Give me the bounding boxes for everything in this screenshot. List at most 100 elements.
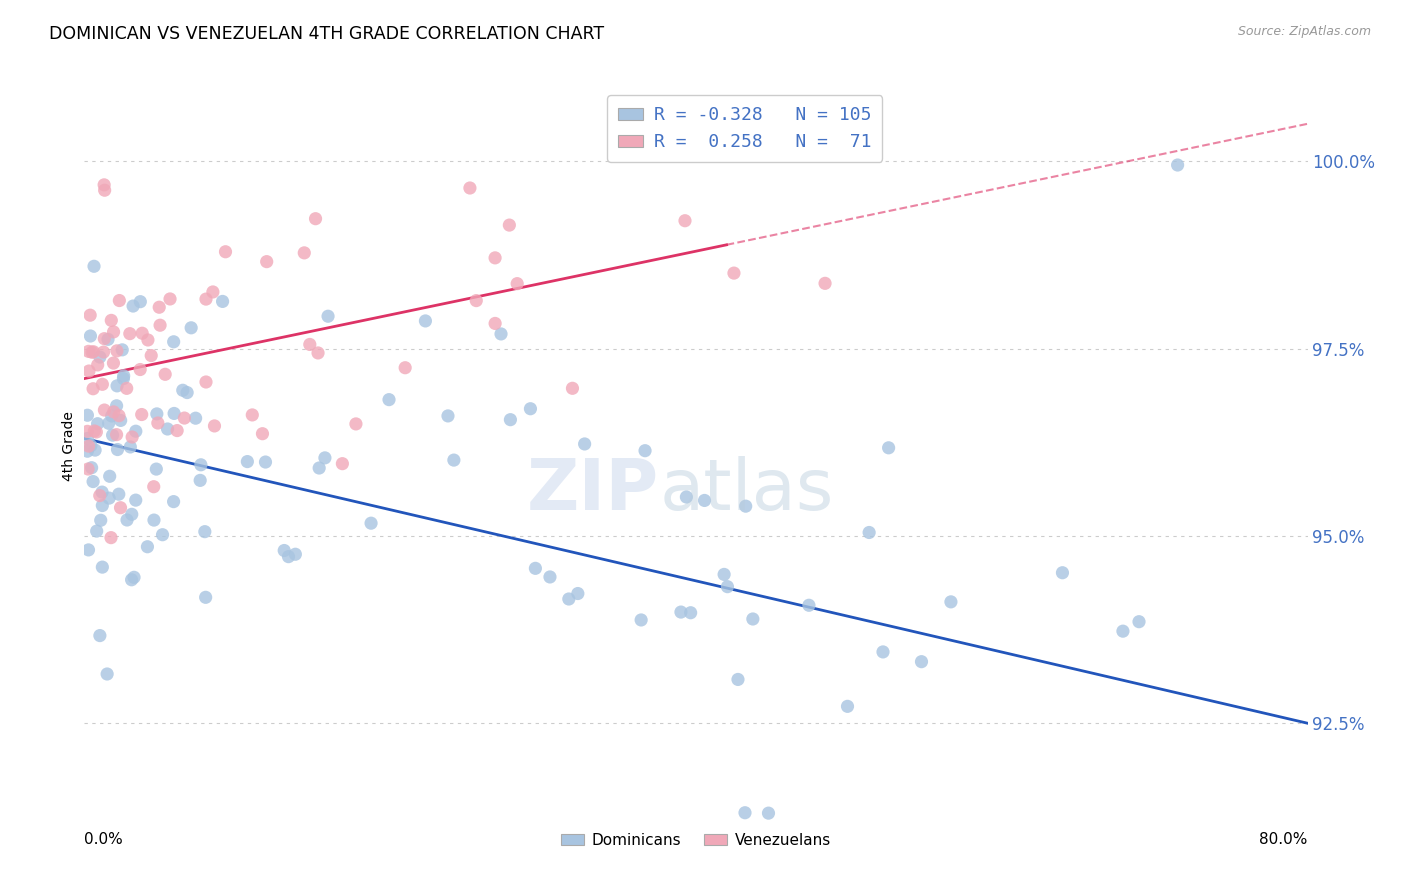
Point: [211, 294, 233, 309]
Point: [159, 292, 181, 306]
Point: [443, 453, 465, 467]
Point: [91, 485, 114, 500]
Point: [437, 409, 460, 423]
Point: [484, 251, 506, 265]
Legend: Dominicans, Venezuelans: Dominicans, Venezuelans: [555, 827, 837, 855]
Point: [111, 343, 134, 357]
Point: [129, 362, 152, 376]
Point: [214, 244, 236, 259]
Point: [115, 513, 138, 527]
Point: [146, 416, 169, 430]
Point: [506, 277, 529, 291]
Point: [83, 260, 105, 274]
Point: [112, 371, 135, 385]
Point: [176, 385, 198, 400]
Point: [195, 292, 218, 306]
Y-axis label: 4th Grade: 4th Grade: [62, 411, 76, 481]
Point: [100, 313, 122, 327]
Point: [91, 377, 114, 392]
Point: [107, 487, 129, 501]
Point: [634, 443, 657, 458]
Point: [93, 178, 115, 192]
Point: [136, 540, 159, 554]
Point: [142, 480, 165, 494]
Point: [82, 344, 104, 359]
Point: [298, 337, 321, 351]
Point: [84, 443, 107, 458]
Point: [499, 412, 522, 426]
Point: [103, 405, 125, 419]
Point: [1112, 624, 1135, 639]
Point: [90, 513, 112, 527]
Point: [567, 586, 589, 600]
Point: [125, 493, 148, 508]
Point: [108, 293, 131, 308]
Text: 0.0%: 0.0%: [84, 832, 124, 847]
Point: [105, 427, 128, 442]
Point: [360, 516, 382, 531]
Point: [162, 494, 184, 508]
Point: [93, 332, 115, 346]
Point: [77, 439, 100, 453]
Point: [180, 320, 202, 334]
Point: [184, 411, 207, 425]
Text: 80.0%: 80.0%: [1260, 832, 1308, 847]
Point: [173, 411, 195, 425]
Point: [145, 462, 167, 476]
Point: [82, 475, 104, 489]
Point: [152, 527, 174, 541]
Point: [77, 344, 100, 359]
Point: [122, 299, 145, 313]
Point: [77, 542, 100, 557]
Point: [153, 368, 176, 382]
Point: [86, 358, 108, 372]
Point: [814, 277, 837, 291]
Point: [734, 805, 756, 820]
Point: [76, 409, 98, 423]
Point: [693, 493, 716, 508]
Point: [538, 570, 561, 584]
Point: [797, 599, 820, 613]
Point: [82, 382, 104, 396]
Point: [484, 317, 506, 331]
Point: [519, 401, 541, 416]
Point: [76, 432, 98, 446]
Point: [107, 442, 129, 457]
Point: [76, 425, 98, 439]
Point: [332, 457, 354, 471]
Point: [190, 458, 212, 472]
Point: [100, 531, 122, 545]
Point: [254, 455, 277, 469]
Point: [458, 181, 481, 195]
Point: [89, 350, 111, 364]
Point: [91, 560, 114, 574]
Point: [77, 462, 100, 476]
Point: [308, 461, 330, 475]
Point: [194, 591, 217, 605]
Point: [86, 425, 108, 439]
Point: [149, 318, 172, 333]
Text: atlas: atlas: [659, 457, 834, 525]
Point: [1052, 566, 1074, 580]
Point: [561, 381, 583, 395]
Point: [195, 375, 218, 389]
Point: [314, 450, 336, 465]
Point: [292, 245, 315, 260]
Point: [524, 561, 547, 575]
Point: [939, 595, 962, 609]
Point: [131, 326, 153, 341]
Point: [136, 333, 159, 347]
Point: [105, 399, 128, 413]
Point: [76, 444, 98, 458]
Text: DOMINICAN VS VENEZUELAN 4TH GRADE CORRELATION CHART: DOMINICAN VS VENEZUELAN 4TH GRADE CORREL…: [49, 25, 605, 43]
Point: [498, 218, 520, 232]
Point: [558, 592, 581, 607]
Point: [344, 417, 367, 431]
Point: [489, 326, 512, 341]
Point: [273, 543, 295, 558]
Point: [80, 460, 103, 475]
Point: [304, 211, 326, 226]
Point: [723, 266, 745, 280]
Point: [89, 629, 111, 643]
Point: [156, 422, 179, 436]
